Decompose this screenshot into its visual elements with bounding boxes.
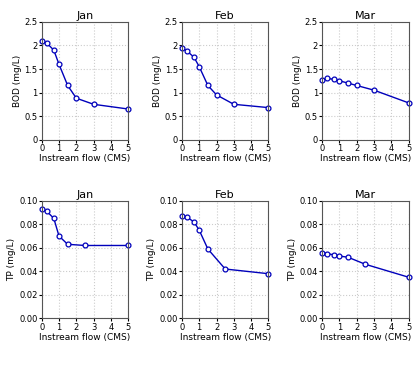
X-axis label: Instream flow (CMS): Instream flow (CMS) <box>320 154 411 163</box>
Y-axis label: TP (mg/L): TP (mg/L) <box>288 238 296 281</box>
X-axis label: Instream flow (CMS): Instream flow (CMS) <box>180 333 271 342</box>
X-axis label: Instream flow (CMS): Instream flow (CMS) <box>39 333 131 342</box>
Title: Feb: Feb <box>215 190 235 200</box>
Title: Mar: Mar <box>355 11 376 21</box>
Y-axis label: TP (mg/L): TP (mg/L) <box>148 238 156 281</box>
X-axis label: Instream flow (CMS): Instream flow (CMS) <box>39 154 131 163</box>
Y-axis label: BOD (mg/L): BOD (mg/L) <box>153 55 162 107</box>
X-axis label: Instream flow (CMS): Instream flow (CMS) <box>180 154 271 163</box>
Title: Feb: Feb <box>215 11 235 21</box>
Title: Jan: Jan <box>76 11 93 21</box>
Y-axis label: BOD (mg/L): BOD (mg/L) <box>13 55 22 107</box>
Title: Mar: Mar <box>355 190 376 200</box>
Y-axis label: TP (mg/L): TP (mg/L) <box>7 238 16 281</box>
Title: Jan: Jan <box>76 190 93 200</box>
X-axis label: Instream flow (CMS): Instream flow (CMS) <box>320 333 411 342</box>
Y-axis label: BOD (mg/L): BOD (mg/L) <box>293 55 302 107</box>
